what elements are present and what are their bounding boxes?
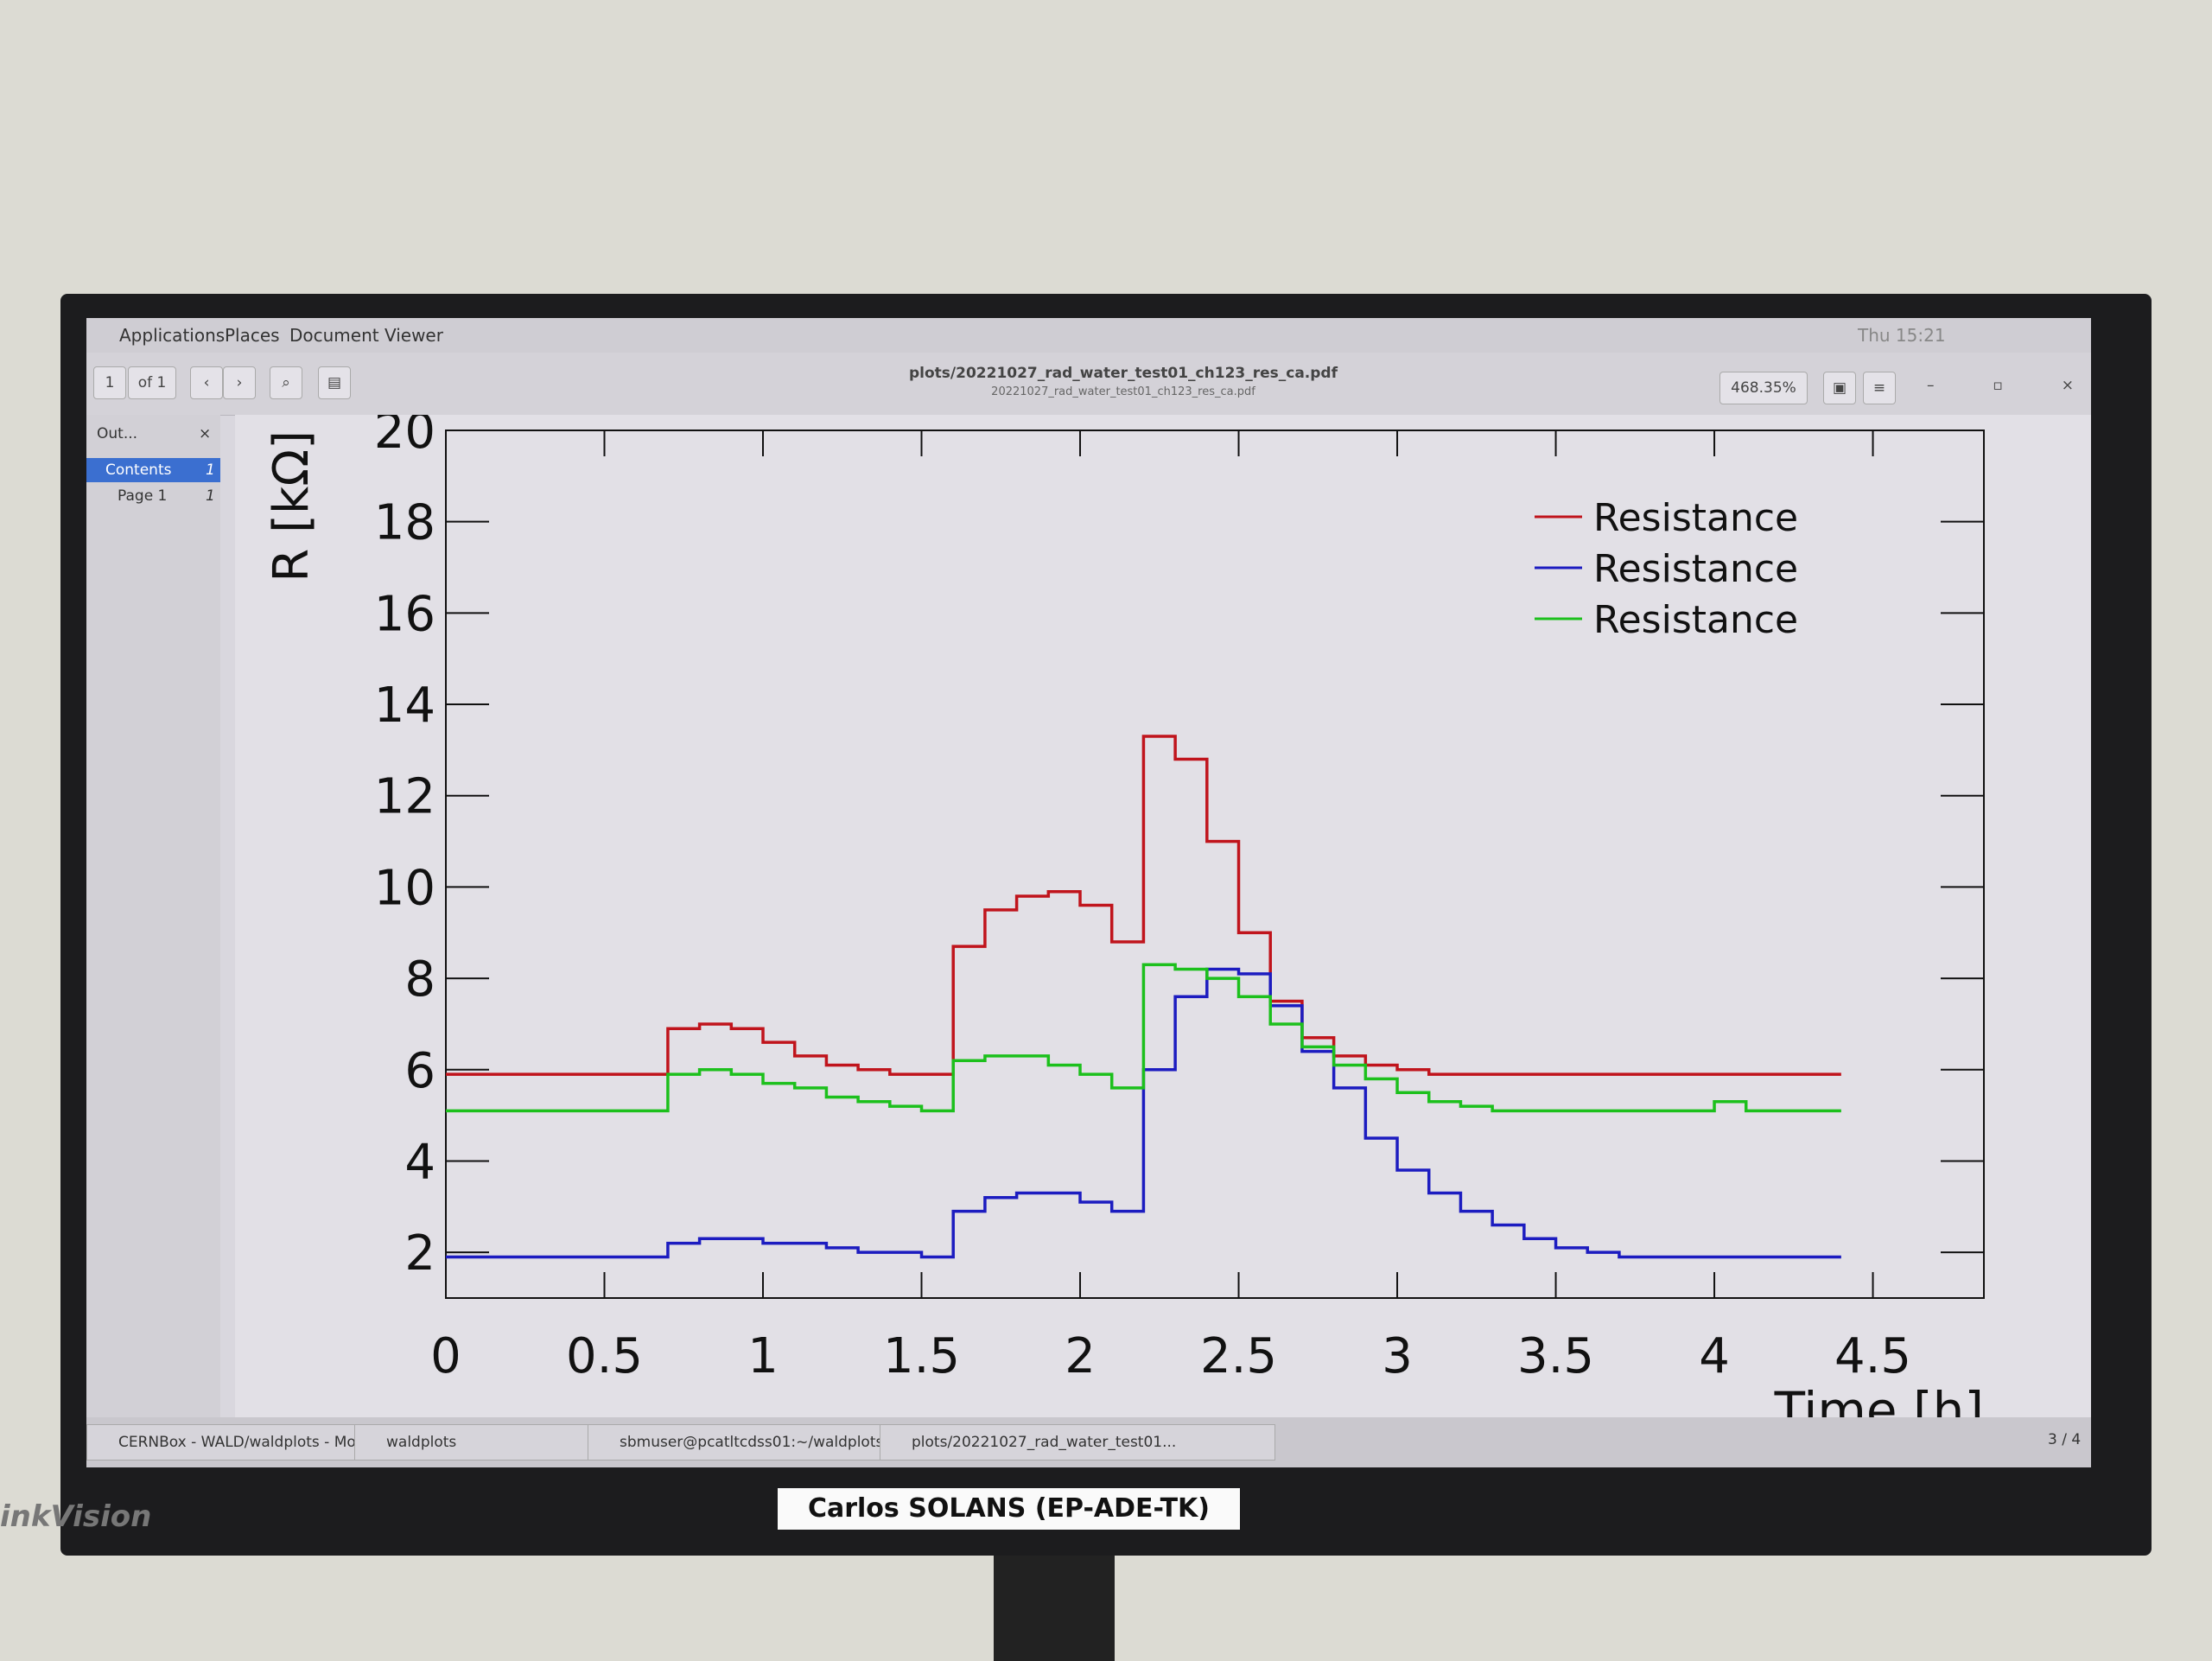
monitor-brand: inkVision (0, 1499, 152, 1534)
outline-page: 1 (206, 461, 215, 479)
monitor-stand (994, 1556, 1115, 1661)
clock: Thu 15:21 (1858, 325, 1946, 346)
x-tick-label: 2.5 (1200, 1328, 1277, 1384)
legend-label: Resistance (1593, 547, 1798, 591)
outline-item[interactable]: Page 1 1 (86, 484, 220, 508)
y-tick-label: 2 (404, 1225, 435, 1282)
sidebar: Out... × Contents 1 Page 1 1 (86, 415, 220, 1417)
document-view: 2 4 6 8 10 12 14 16 18 20 0 0.5 1 1.5 2 2.5 3 3.5 4 4.5 Time… (235, 404, 2091, 1440)
x-tick-label: 1.5 (883, 1328, 960, 1384)
outline-item[interactable]: Contents 1 (86, 458, 220, 482)
task-button[interactable]: CERNBox - WALD/waldplots - Mozil... (86, 1424, 378, 1461)
y-tick-label: 10 (374, 860, 435, 916)
task-button[interactable]: sbmuser@pcatltcdss01:~/waldplots (588, 1424, 897, 1461)
screen: Applications Places Document Viewer Thu … (86, 318, 2091, 1467)
workspace-indicator[interactable]: 3 / 4 (2048, 1431, 2082, 1448)
series-line (446, 967, 1841, 1259)
plot-frame (445, 430, 1985, 1299)
window-controls[interactable]: – ▫ × (1927, 377, 2074, 394)
menu-button[interactable]: ≡ (1863, 372, 1896, 404)
save-button[interactable]: ▣ (1823, 372, 1856, 404)
x-tick-label: 1 (747, 1328, 779, 1384)
legend-label: Resistance (1593, 496, 1798, 540)
sidebar-button[interactable]: ▤ (318, 366, 351, 399)
x-axis-label: Time [h] (1774, 1381, 1984, 1417)
x-tick-label: 2 (1065, 1328, 1096, 1384)
y-tick-label: 16 (374, 586, 435, 642)
y-tick-label: 6 (404, 1043, 435, 1099)
y-tick-label: 4 (404, 1134, 435, 1190)
next-button[interactable]: › (223, 366, 256, 399)
series-line (446, 735, 1841, 1076)
y-tick-label: 8 (404, 951, 435, 1008)
y-tick-label: 18 (374, 495, 435, 551)
x-tick-label: 0.5 (566, 1328, 643, 1384)
prev-button[interactable]: ‹ (190, 366, 223, 399)
chart: 2 4 6 8 10 12 14 16 18 20 0 0.5 1 1.5 2 2.5 3 3.5 4 4.5Time… (264, 404, 1985, 1440)
x-tick-label: 3.5 (1517, 1328, 1594, 1384)
legend-label: Resistance (1593, 598, 1798, 642)
outline-label: Contents (105, 461, 172, 479)
x-tick-label: 4 (1699, 1328, 1730, 1384)
top-bar: Applications Places Document Viewer Thu … (86, 318, 2091, 353)
y-tick-label: 14 (374, 678, 435, 734)
menu-item[interactable]: Applications (119, 325, 226, 346)
taskbar: CERNBox - WALD/waldplots - Mozil... wald… (86, 1417, 2091, 1467)
y-axis-label: R [kΩ] (264, 430, 320, 582)
name-label: Carlos SOLANS (EP-ADE-TK) (778, 1488, 1240, 1530)
window-subtitle: 20221027_rad_water_test01_ch123_res_ca.p… (991, 385, 1255, 398)
sidebar-close[interactable]: × (199, 425, 212, 442)
toolbar: 1 of 1 ‹ › ⌕ ▤ plots/20221027_rad_water_… (86, 353, 2091, 416)
x-tick-label: 3 (1382, 1328, 1413, 1384)
outline-label: Page 1 (118, 487, 168, 505)
search-button[interactable]: ⌕ (270, 366, 302, 399)
y-tick-label: 12 (374, 769, 435, 825)
menu-item[interactable]: Places (225, 325, 280, 346)
window-title: plots/20221027_rad_water_test01_ch123_re… (909, 365, 1338, 382)
x-tick-label: 4.5 (1834, 1328, 1911, 1384)
menu-item[interactable]: Document Viewer (289, 325, 443, 346)
page-entry[interactable]: 1 (93, 366, 126, 399)
outline-page: 1 (206, 487, 215, 505)
series-line (446, 963, 1841, 1113)
zoom-select[interactable]: 468.35% (1719, 372, 1808, 404)
sidebar-mode[interactable]: Out... (97, 425, 138, 442)
task-button[interactable]: plots/20221027_rad_water_test01... (880, 1424, 1275, 1461)
page-count: of 1 (128, 366, 176, 399)
x-tick-label: 0 (430, 1328, 461, 1384)
y-tick-label: 20 (374, 415, 435, 460)
